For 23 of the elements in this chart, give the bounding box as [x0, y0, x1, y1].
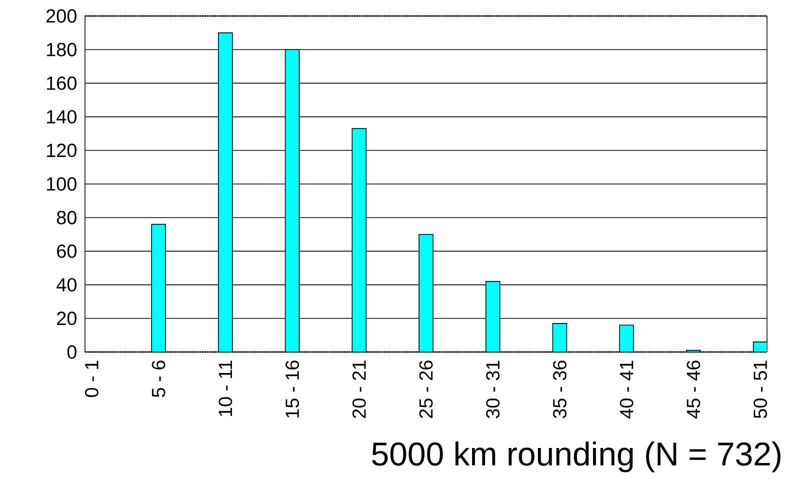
- y-tick-label: 80: [56, 210, 76, 224]
- y-tick-label: 60: [57, 244, 76, 258]
- y-tick-label: 20: [57, 312, 76, 326]
- x-tick-label: 20 - 21: [352, 360, 366, 418]
- x-tick-label: 10 - 11: [218, 360, 232, 416]
- x-tick-label: 30 - 31: [486, 360, 500, 418]
- x-tick-label: 5 - 6: [152, 360, 166, 398]
- y-tick-label: 140: [46, 110, 76, 124]
- x-tick-label: 0 - 1: [84, 360, 98, 398]
- x-tick-label: 45 - 46: [686, 360, 700, 418]
- x-tick-label: 40 - 41: [620, 360, 634, 418]
- x-tick-label: 15 - 16: [286, 360, 300, 418]
- x-axis-title: 5000 km rounding (N = 732): [372, 442, 780, 472]
- y-tick-label: 100: [46, 177, 76, 191]
- x-tick-label: 35 - 36: [553, 360, 566, 418]
- y-tick-label: 160: [46, 76, 76, 90]
- y-tick-label: 200: [46, 9, 76, 23]
- y-tick-label: 180: [46, 42, 76, 56]
- x-tick-label: 25 - 26: [419, 360, 433, 418]
- y-tick-label: 40: [56, 278, 76, 292]
- y-tick-label: 120: [46, 144, 76, 158]
- y-tick-label: 0: [67, 345, 76, 359]
- x-tick-label: 50 - 51: [754, 360, 768, 418]
